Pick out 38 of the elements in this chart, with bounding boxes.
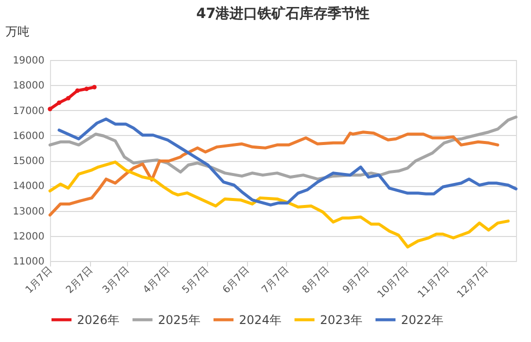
x-tick-label: 6月7日 [220, 264, 252, 296]
line-series [48, 130, 500, 217]
legend-label: 2024年 [239, 312, 282, 327]
legend-label: 2026年 [77, 312, 120, 327]
point [84, 86, 89, 92]
line-series [48, 116, 518, 181]
y-tick-label: 14000 [12, 181, 44, 192]
point [48, 106, 52, 112]
legend-label: 2025年 [158, 312, 201, 327]
y-tick-label: 18000 [12, 80, 44, 92]
x-tick-label: 1月7日 [24, 264, 55, 296]
line-series [48, 160, 510, 248]
point [56, 100, 62, 105]
line-series [58, 118, 518, 206]
x-tick-label: 8月7日 [300, 264, 332, 296]
x-tick-label: 11月7日 [416, 264, 452, 300]
chart-title: 47港进口铁矿石库存季节性 [196, 5, 370, 22]
x-tick-label: 12月7日 [455, 264, 491, 300]
x-tick-label: 3月7日 [100, 264, 132, 296]
x-tick-label: 2月7日 [64, 264, 96, 296]
legend-label: 2023年 [320, 312, 363, 327]
x-tick-label: 7月7日 [260, 264, 292, 296]
point [92, 84, 97, 90]
y-axis-title: 万吨 [6, 24, 30, 38]
y-tick-label: 15000 [12, 156, 44, 167]
y-tick-label: 16000 [12, 130, 44, 142]
y-tick-label: 13000 [12, 206, 44, 218]
point [75, 88, 80, 93]
x-tick-label: 4月7日 [141, 264, 172, 296]
x-tick-label: 10月7日 [376, 264, 412, 300]
y-tick-label: 17000 [12, 106, 44, 117]
x-tick-label: 5月7日 [180, 264, 212, 296]
legend-label: 2022年 [401, 312, 444, 327]
point [66, 96, 71, 100]
y-tick-label: 12000 [12, 231, 44, 242]
y-tick-label: 11000 [12, 256, 44, 268]
y-tick-label: 19000 [12, 56, 44, 66]
x-tick-label: 9月7日 [341, 264, 372, 296]
